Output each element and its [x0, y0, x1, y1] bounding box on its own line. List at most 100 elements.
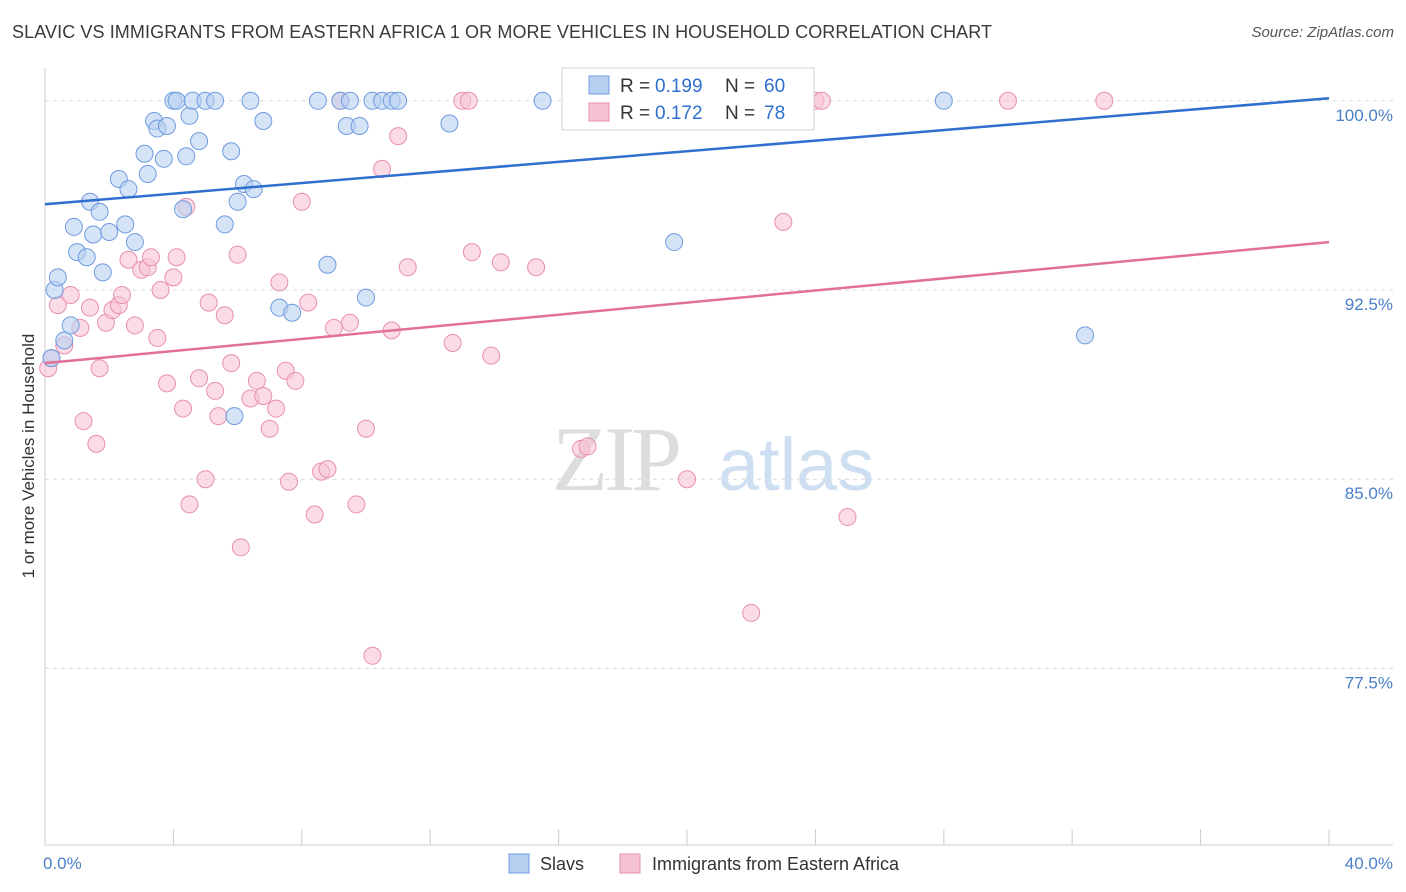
legend-n-label-slavs: N =	[725, 76, 755, 97]
slavs-point-14	[116, 215, 135, 234]
africa-point-26	[180, 495, 199, 514]
africa-point-20	[151, 281, 170, 299]
slavs-point-16	[125, 233, 144, 252]
africa-point-41	[270, 273, 289, 292]
africa-point-27	[190, 369, 209, 388]
x-tick-label-1: 40.0%	[1345, 854, 1393, 873]
africa-point-34	[228, 245, 247, 264]
africa-point-37	[247, 371, 266, 390]
slavs-point-15	[119, 180, 138, 199]
slavs-point-31	[215, 215, 234, 234]
africa-point-55	[363, 646, 382, 665]
legend-r-label-africa: R =	[620, 103, 650, 124]
x-axis-tick-labels: 0.0% 40.0%	[43, 854, 1393, 873]
series-immigrants-eastern-africa-points	[39, 91, 1114, 665]
slavs-point-35	[241, 91, 260, 110]
slavs-point-57	[1076, 326, 1095, 345]
slavs-point-39	[283, 303, 302, 322]
africa-point-49	[318, 460, 337, 479]
chart-title: SLAVIC VS IMMIGRANTS FROM EASTERN AFRICA…	[12, 22, 993, 42]
slavs-point-44	[340, 91, 359, 110]
africa-point-32	[215, 306, 234, 325]
slavs-point-4	[61, 316, 80, 335]
watermark-atlas: atlas	[718, 423, 874, 506]
slavs-point-37	[254, 111, 273, 130]
legend-n-label-africa: N =	[725, 103, 755, 124]
bottom-legend-label-slavs: Slavs	[540, 854, 584, 874]
africa-point-13	[113, 286, 132, 305]
africa-point-63	[462, 243, 481, 262]
africa-point-35	[231, 538, 250, 557]
africa-point-70	[678, 470, 696, 489]
africa-point-72	[774, 212, 793, 231]
slavs-point-24	[167, 91, 186, 110]
africa-point-9	[90, 359, 109, 378]
africa-point-39	[260, 419, 279, 438]
africa-point-6	[74, 412, 93, 431]
africa-point-54	[357, 419, 375, 438]
slavs-point-10	[90, 202, 109, 221]
legend-r-value-slavs: 0.199	[655, 76, 703, 97]
africa-point-24	[174, 399, 193, 418]
y-tick-label-2: 85.0%	[1345, 484, 1393, 503]
slavs-point-30	[206, 91, 225, 110]
chart-source: Source: ZipAtlas.com	[1251, 24, 1394, 41]
slavs-point-22	[157, 117, 176, 136]
slavs-point-59	[225, 407, 244, 426]
slavs-point-33	[228, 192, 247, 211]
bottom-legend: Slavs Immigrants from Eastern Africa	[508, 853, 900, 874]
legend-n-value-slavs: 60	[764, 76, 785, 97]
trend-line-slavs	[44, 97, 1330, 206]
africa-point-15	[125, 316, 144, 335]
legend-r-value-africa: 0.172	[655, 103, 703, 124]
africa-point-4	[61, 286, 80, 305]
trend-lines	[44, 97, 1330, 365]
africa-point-58	[389, 127, 408, 146]
slavs-point-2	[48, 268, 67, 287]
slavs-point-46	[357, 288, 375, 307]
x-axis-ticks	[44, 829, 1330, 845]
slavs-point-40	[308, 91, 327, 110]
africa-point-50	[324, 318, 343, 337]
africa-point-21	[157, 374, 176, 393]
africa-point-46	[299, 293, 318, 312]
y-axis-tick-labels: 100.0% 92.5% 85.0% 77.5%	[1335, 106, 1393, 693]
africa-point-7	[80, 298, 99, 317]
africa-point-23	[167, 248, 186, 267]
slavs-point-7	[77, 248, 96, 267]
africa-point-44	[286, 371, 305, 390]
africa-point-28	[196, 470, 215, 489]
slavs-point-5	[64, 217, 83, 236]
africa-point-38	[254, 386, 273, 405]
legend-r-label-slavs: R =	[620, 76, 650, 97]
slavs-point-56	[934, 91, 953, 110]
slavs-point-25	[177, 147, 196, 166]
slavs-point-28	[190, 132, 209, 151]
slavs-point-51	[440, 114, 459, 133]
y-tick-label-3: 77.5%	[1345, 673, 1393, 692]
slavs-point-3	[55, 331, 74, 350]
africa-point-18	[141, 248, 160, 267]
africa-point-43	[279, 472, 298, 491]
slavs-point-41	[318, 255, 337, 274]
legend-swatch-africa	[588, 102, 610, 122]
legend-swatch-slavs	[588, 75, 610, 95]
africa-point-75	[838, 508, 857, 527]
slavs-point-45	[350, 117, 369, 136]
y-tick-label-0: 100.0%	[1335, 106, 1393, 125]
africa-point-47	[305, 505, 324, 524]
africa-point-45	[292, 192, 311, 211]
slavs-point-55	[665, 233, 684, 252]
bottom-legend-label-africa: Immigrants from Eastern Africa	[652, 854, 900, 874]
africa-point-71	[742, 603, 761, 622]
africa-point-77	[1095, 91, 1114, 110]
bottom-legend-swatch-slavs	[508, 853, 530, 874]
africa-point-22	[164, 268, 183, 287]
africa-point-74	[812, 91, 831, 110]
bottom-legend-swatch-africa	[619, 853, 641, 874]
trend-line-africa	[44, 240, 1330, 365]
africa-point-33	[222, 354, 241, 373]
slavs-point-26	[180, 106, 199, 125]
slavs-point-11	[93, 263, 112, 282]
